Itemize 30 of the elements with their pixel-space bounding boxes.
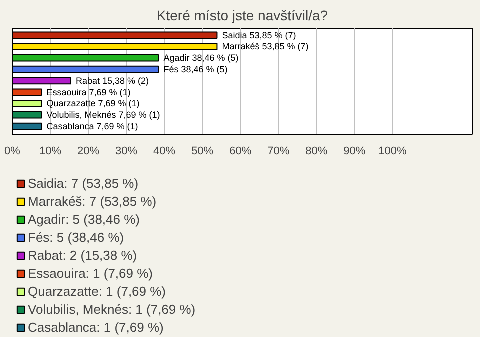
x-tick-label: 80% (306, 146, 328, 158)
legend-label: Casablanca: 1 (7,69 %) (28, 319, 164, 335)
x-tick-label: 0% (4, 146, 21, 158)
legend-label: Quarzazatte: 1 (7,69 %) (28, 283, 166, 299)
legend-label: Marrakéš: 7 (53,85 %) (28, 193, 157, 209)
x-tick-label: 90% (344, 146, 366, 158)
legend-label: Essaouira: 1 (7,69 %) (28, 265, 154, 281)
x-tick-label: 40% (154, 146, 176, 158)
x-tick-label: 100% (378, 146, 407, 158)
x-tick-label: 30% (116, 146, 138, 158)
x-tick-label: 60% (230, 146, 252, 158)
x-tick-label: 20% (78, 146, 100, 158)
legend-label: Saidia: 7 (53,85 %) (28, 175, 139, 191)
text: Fés 38,46 % (5) (164, 64, 228, 75)
legend-label: Volubilis, Meknés: 1 (7,69 %) (28, 301, 196, 317)
x-tick-label: 10% (40, 146, 62, 158)
legend-label: Rabat: 2 (15,38 %) (28, 247, 138, 263)
legend-label: Fés: 5 (38,46 %) (28, 229, 124, 245)
text: Casablanca 7,69 % (1) (46, 122, 138, 132)
text: Saidia 53,85 % (7) (222, 30, 296, 40)
x-tick-label: 70% (268, 146, 290, 158)
text: Essaouira 7,69 % (1) (46, 87, 131, 98)
legend-label: Agadir: 5 (38,46 %) (28, 211, 140, 227)
chart-title: Které místo jste navštívil/a? (156, 8, 328, 24)
x-tick-label: 50% (192, 146, 214, 158)
text: Quarzazatte 7,69 % (1) (46, 98, 140, 109)
text: Volubilis, Meknés 7,69 % (1) (46, 110, 160, 120)
text: Rabat 15,38 % (2) (76, 76, 150, 86)
text: Marrakéš 53,85 % (7) (222, 42, 309, 52)
text: Agadir 38,46 % (5) (164, 53, 239, 64)
